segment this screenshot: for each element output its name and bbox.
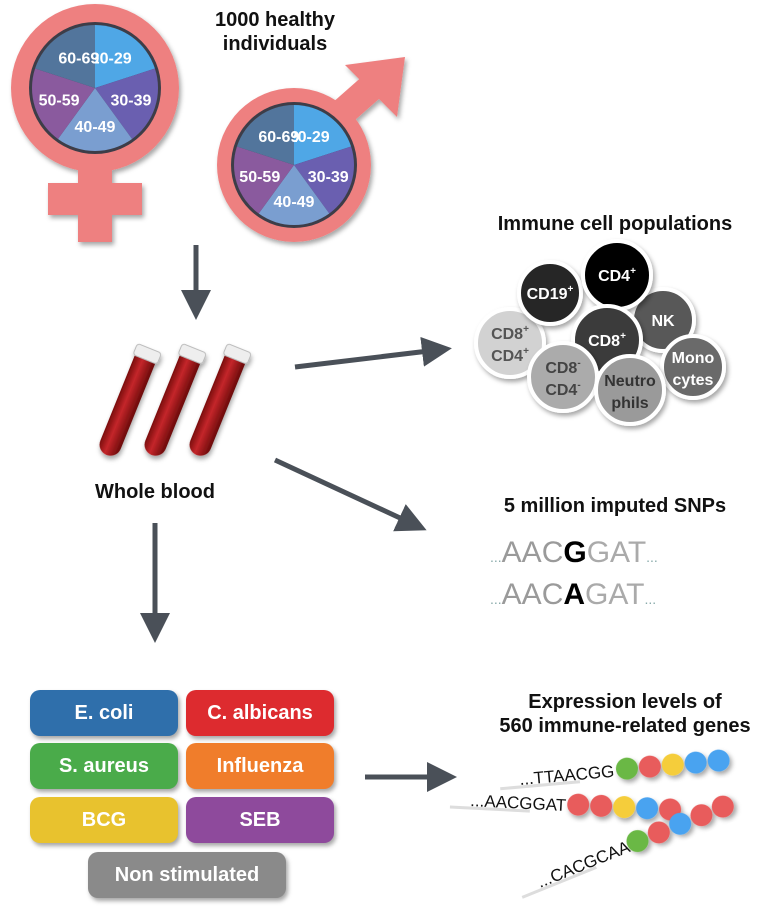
age-group-label: 50-59 <box>39 93 80 110</box>
cell-label: Mono <box>672 350 715 367</box>
expression-dot <box>707 749 730 772</box>
pie-slice <box>95 25 155 88</box>
pie-slice <box>294 105 352 165</box>
age-group-label: 30-39 <box>110 93 151 110</box>
expression-dot <box>669 812 692 835</box>
snp-title: 5 million imputed SNPs <box>503 495 727 517</box>
cell-label: CD8+ <box>588 331 626 350</box>
expression-dot <box>590 794 613 817</box>
gene-sequence: ...TTAACGG <box>519 762 615 789</box>
tube-icon <box>99 343 162 456</box>
cell-label: cytes <box>673 372 714 389</box>
expression-dot <box>661 753 684 776</box>
cell-label: CD4- <box>545 380 580 399</box>
cell-label: CD4+ <box>491 346 529 365</box>
pie-slice <box>31 68 95 139</box>
expression-rows: ...TTAACGG...AACGGAT ...CACGCAA <box>449 749 734 899</box>
cell-label: CD19+ <box>527 284 574 303</box>
arrow-to-cells <box>294 336 452 370</box>
expression-row: ...AACGGAT <box>449 791 682 821</box>
stimulus-non-stimulated: Non stimulated <box>88 852 286 898</box>
pie-slice <box>95 68 158 139</box>
cell-label: Neutro <box>604 373 656 390</box>
cell-label: CD4+ <box>598 266 636 285</box>
title-line-2: individuals <box>222 33 328 55</box>
expression-title-line-2: 560 immune-related genes <box>499 715 751 737</box>
pie-slice <box>57 88 133 151</box>
expression-dot <box>613 796 636 819</box>
cell-population: CD8- CD4- <box>527 341 599 413</box>
cell-population: CD8+ CD4+ <box>474 307 546 379</box>
pie-slice <box>236 105 294 165</box>
expression-dot <box>626 830 649 853</box>
tube-icon <box>189 343 252 456</box>
age-group-label: 60-69 <box>58 50 99 67</box>
expression-row: ...TTAACGG <box>500 749 730 791</box>
expression-dot <box>636 797 659 820</box>
immune-cells: CD8+ CD4+ CD19+ NK CD4+ CD8+ CD8- CD4- Mono cytes… <box>474 239 726 426</box>
tube-icon <box>144 343 207 456</box>
pie-slice <box>294 146 354 214</box>
stimulus-s-aureus: S. aureus <box>30 743 178 789</box>
expression-dot <box>638 755 661 778</box>
age-group-label: 20-29 <box>289 129 330 146</box>
whole-blood-label: Whole blood <box>95 481 215 503</box>
age-group-label: 30-39 <box>308 169 349 186</box>
arrows <box>140 245 457 792</box>
expression-dot <box>567 793 590 816</box>
cell-label: NK <box>651 313 675 330</box>
title-line-1: 1000 healthy <box>214 9 336 31</box>
immune-cell-title: Immune cell populations <box>497 213 733 235</box>
cell-population: CD19+ <box>517 260 583 326</box>
stimulus-influenza: Influenza <box>186 743 334 789</box>
snp-sequence: ...AACAGAT... <box>490 578 656 611</box>
snp-sequence: ...AACGGAT... <box>490 536 658 569</box>
age-group-label: 60-69 <box>258 129 299 146</box>
expression-dot <box>647 821 670 844</box>
gene-sequence: ...CACGCAA <box>534 837 633 892</box>
male-age-pie: 20-29 30-39 40-49 50-59 60-69 <box>231 102 357 228</box>
cell-label: phils <box>611 395 648 412</box>
cell-label: CD8- <box>545 358 580 377</box>
stimulus-c-albicans: C. albicans <box>186 690 334 736</box>
cell-label: CD8+ <box>491 324 529 343</box>
cell-population: Mono cytes <box>660 334 726 400</box>
blood-tubes-icon <box>99 343 252 456</box>
snp-sequences: ...AACGGAT... ...AACAGAT... <box>490 536 658 611</box>
stimulus-bcg: BCG <box>30 797 178 843</box>
female-age-pie: 20-29 30-39 40-49 50-59 60-69 <box>29 22 161 154</box>
age-group-label: 40-49 <box>274 194 315 211</box>
pie-slice <box>234 146 294 214</box>
pie-slice <box>258 165 330 226</box>
cell-population: Neutro phils <box>594 354 666 426</box>
age-group-label: 50-59 <box>239 169 280 186</box>
age-group-label: 40-49 <box>75 119 116 136</box>
stimulus-e-coli: E. coli <box>30 690 178 736</box>
age-group-label: 20-29 <box>91 50 132 67</box>
cohort-title: 1000 healthy individuals <box>190 8 360 56</box>
stimulus-seb: SEB <box>186 797 334 843</box>
expression-title-line-1: Expression levels of <box>528 691 722 713</box>
expression-dot <box>711 795 734 818</box>
gene-sequence: ...AACGGAT <box>470 791 567 815</box>
expression-dot <box>615 757 638 780</box>
expression-dot <box>690 804 713 827</box>
expression-dot <box>684 751 707 774</box>
expression-title: Expression levels of 560 immune-related … <box>480 690 770 738</box>
cell-population: CD4+ <box>581 239 653 311</box>
pie-slice <box>35 25 95 88</box>
arrow-to-snps <box>273 457 427 532</box>
